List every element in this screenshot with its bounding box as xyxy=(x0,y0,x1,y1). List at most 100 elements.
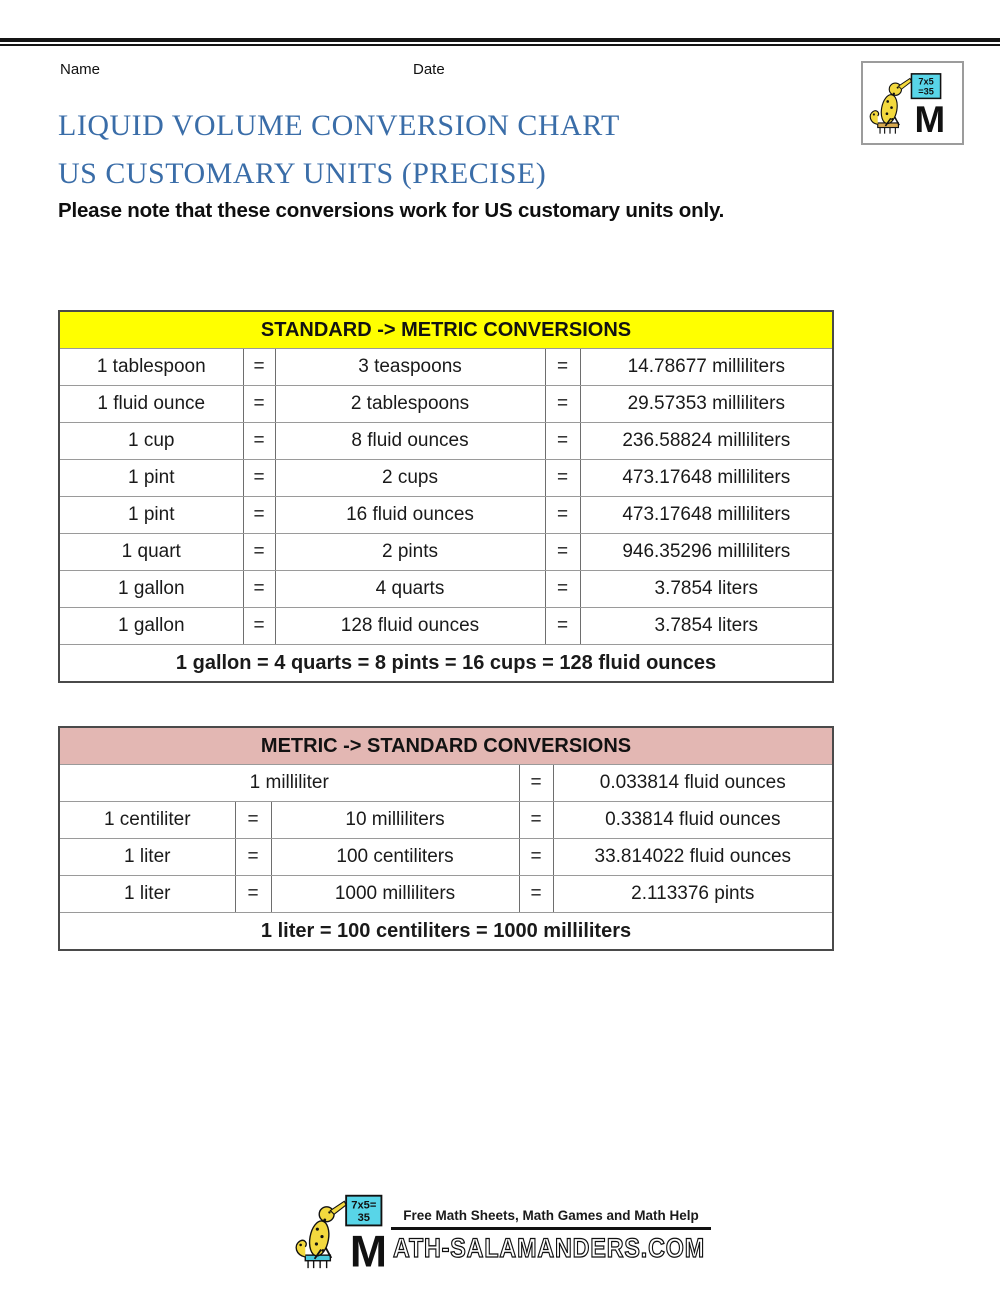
board-equation-line2: =35 xyxy=(918,87,934,97)
table-row: 1 quart = 2 pints = 946.35296 milliliter… xyxy=(58,533,834,571)
metric-value-cell: 14.78677 milliliters xyxy=(579,348,834,386)
table-row: 1 tablespoon = 3 teaspoons = 14.78677 mi… xyxy=(58,348,834,386)
date-label: Date xyxy=(413,61,445,78)
board-equation-line1: 7x5 xyxy=(918,77,933,87)
unit-cell: 1 milliliter xyxy=(58,764,520,802)
table-row: 1 liter = 1000 milliliters = 2.113376 pi… xyxy=(58,875,834,913)
conversion-cell: 128 fluid ounces xyxy=(274,607,546,645)
conversion-cell: 4 quarts xyxy=(274,570,546,608)
board-equation-line2: 35 xyxy=(358,1212,370,1224)
equals-cell: = xyxy=(242,348,276,386)
footer-tagline: Free Math Sheets, Math Games and Math He… xyxy=(403,1208,699,1223)
table-summary: 1 gallon = 4 quarts = 8 pints = 16 cups … xyxy=(58,644,834,683)
table-row: 1 pint = 2 cups = 473.17648 milliliters xyxy=(58,459,834,497)
equals-cell: = xyxy=(242,607,276,645)
equals-cell: = xyxy=(544,348,581,386)
table-title: METRIC -> STANDARD CONVERSIONS xyxy=(58,726,834,765)
salamander-body-icon xyxy=(869,77,912,127)
table-row: 1 fluid ounce = 2 tablespoons = 29.57353… xyxy=(58,385,834,423)
conversion-cell: 16 fluid ounces xyxy=(274,496,546,534)
stool-icon xyxy=(304,1254,332,1269)
site-name-wordmark: ATH-SALAMANDERS.COM xyxy=(392,1232,705,1263)
site-name-text: ATH-SALAMANDERS.COM xyxy=(393,1233,705,1263)
table-header-row: METRIC -> STANDARD CONVERSIONS xyxy=(58,726,834,765)
conversion-cell: 10 milliliters xyxy=(270,801,520,839)
equals-cell: = xyxy=(544,533,581,571)
equals-cell: = xyxy=(518,801,554,839)
unit-cell: 1 pint xyxy=(58,496,244,534)
unit-cell: 1 liter xyxy=(58,838,236,876)
table-row: 1 pint = 16 fluid ounces = 473.17648 mil… xyxy=(58,496,834,534)
table-summary-row: 1 liter = 100 centiliters = 1000 millili… xyxy=(58,912,834,951)
metric-value-cell: 473.17648 milliliters xyxy=(579,496,834,534)
standard-to-metric-table: STANDARD -> METRIC CONVERSIONS 1 tablesp… xyxy=(58,310,835,683)
page-title-line1: LIQUID VOLUME CONVERSION CHART xyxy=(58,109,620,142)
table-row: 1 milliliter = 0.033814 fluid ounces xyxy=(58,764,834,802)
unit-cell: 1 tablespoon xyxy=(58,348,244,386)
stool-icon xyxy=(876,122,899,134)
unit-cell: 1 gallon xyxy=(58,607,244,645)
conversion-cell: 2 cups xyxy=(274,459,546,497)
equals-cell: = xyxy=(234,838,272,876)
unit-cell: 1 fluid ounce xyxy=(58,385,244,423)
page-title-line2: US CUSTOMARY UNITS (PRECISE) xyxy=(58,157,547,190)
page-title: LIQUID VOLUME CONVERSION CHART US CUSTOM… xyxy=(58,102,620,198)
board-equation-line1: 7x5= xyxy=(351,1200,377,1212)
equals-cell: = xyxy=(242,496,276,534)
salamander-body-icon xyxy=(295,1200,347,1260)
table-row: 1 cup = 8 fluid ounces = 236.58824 milli… xyxy=(58,422,834,460)
conversion-cell: 1000 milliliters xyxy=(270,875,520,913)
metric-to-standard-table: METRIC -> STANDARD CONVERSIONS 1 millili… xyxy=(58,726,835,951)
name-label: Name xyxy=(60,61,101,78)
conversion-cell: 2 tablespoons xyxy=(274,385,546,423)
top-divider-rule xyxy=(0,38,1000,46)
equals-cell: = xyxy=(544,422,581,460)
table-row: 1 gallon = 4 quarts = 3.7854 liters xyxy=(58,570,834,608)
unit-cell: 1 cup xyxy=(58,422,244,460)
equals-cell: = xyxy=(518,875,554,913)
letter-m-icon: M xyxy=(350,1227,387,1270)
table-row: 1 liter = 100 centiliters = 33.814022 fl… xyxy=(58,838,834,876)
conversion-cell: 100 centiliters xyxy=(270,838,520,876)
metric-value-cell: 29.57353 milliliters xyxy=(579,385,834,423)
math-board-icon: 7x5= 35 xyxy=(345,1194,383,1227)
standard-value-cell: 2.113376 pints xyxy=(552,875,834,913)
metric-value-cell: 236.58824 milliliters xyxy=(579,422,834,460)
math-salamanders-corner-logo: 7x5 =35 M xyxy=(861,61,964,145)
equals-cell: = xyxy=(544,459,581,497)
metric-value-cell: 946.35296 milliliters xyxy=(579,533,834,571)
table-title: STANDARD -> METRIC CONVERSIONS xyxy=(58,310,834,349)
standard-value-cell: 0.033814 fluid ounces xyxy=(552,764,834,802)
equals-cell: = xyxy=(544,607,581,645)
footer-mascot: 7x5= 35 M xyxy=(289,1192,407,1276)
math-board-icon: 7x5 =35 xyxy=(910,73,941,100)
unit-cell: 1 quart xyxy=(58,533,244,571)
equals-cell: = xyxy=(544,570,581,608)
equals-cell: = xyxy=(234,875,272,913)
footer-rule xyxy=(391,1227,711,1230)
table-header-row: STANDARD -> METRIC CONVERSIONS xyxy=(58,310,834,349)
metric-value-cell: 3.7854 liters xyxy=(579,607,834,645)
conversion-cell: 3 teaspoons xyxy=(274,348,546,386)
equals-cell: = xyxy=(544,385,581,423)
salamander-mascot-icon: 7x5 =35 M xyxy=(869,73,945,140)
standard-value-cell: 33.814022 fluid ounces xyxy=(552,838,834,876)
equals-cell: = xyxy=(242,570,276,608)
letter-m-icon: M xyxy=(914,99,945,140)
unit-cell: 1 gallon xyxy=(58,570,244,608)
page-note: Please note that these conversions work … xyxy=(58,199,725,222)
unit-cell: 1 centiliter xyxy=(58,801,236,839)
footer-text-block: Free Math Sheets, Math Games and Math He… xyxy=(391,1192,711,1265)
equals-cell: = xyxy=(544,496,581,534)
equals-cell: = xyxy=(242,459,276,497)
math-salamanders-logo: 7x5= 35 M Free Math Sheets, Math Games a… xyxy=(289,1192,711,1276)
equals-cell: = xyxy=(242,385,276,423)
site-footer: 7x5= 35 M Free Math Sheets, Math Games a… xyxy=(0,1192,1000,1276)
table-summary: 1 liter = 100 centiliters = 1000 millili… xyxy=(58,912,834,951)
unit-cell: 1 pint xyxy=(58,459,244,497)
metric-value-cell: 3.7854 liters xyxy=(579,570,834,608)
table-row: 1 centiliter = 10 milliliters = 0.33814 … xyxy=(58,801,834,839)
conversion-cell: 2 pints xyxy=(274,533,546,571)
equals-cell: = xyxy=(242,533,276,571)
